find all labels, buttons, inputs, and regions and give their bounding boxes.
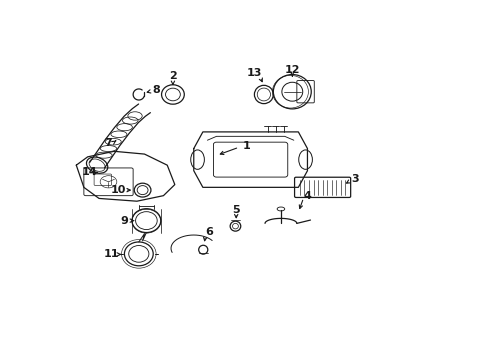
Text: 11: 11 [103, 249, 119, 260]
Text: 9: 9 [121, 216, 128, 226]
Text: 8: 8 [152, 85, 160, 95]
Text: 12: 12 [284, 65, 300, 75]
Text: 2: 2 [169, 71, 177, 81]
Text: 3: 3 [350, 174, 358, 184]
Text: 7: 7 [104, 138, 112, 148]
Text: 13: 13 [246, 68, 262, 78]
Text: 4: 4 [303, 191, 310, 201]
Text: 6: 6 [204, 227, 212, 237]
Text: 10: 10 [110, 185, 125, 195]
Text: 1: 1 [243, 141, 250, 151]
Text: 14: 14 [81, 167, 97, 177]
Text: 5: 5 [232, 204, 240, 215]
